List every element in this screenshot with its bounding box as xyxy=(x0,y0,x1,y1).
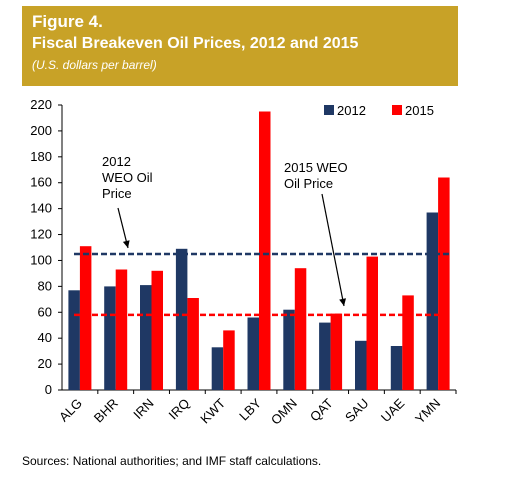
bar-2015-irn xyxy=(151,270,163,390)
figure-header: Figure 4. Fiscal Breakeven Oil Prices, 2… xyxy=(22,6,458,86)
annotation-2012-weo-oil-price: Price xyxy=(102,186,132,201)
bar-2012-ymn xyxy=(426,212,439,390)
bar-2012-alg xyxy=(68,290,80,391)
y-tick-label: 0 xyxy=(45,382,52,397)
x-tick-label: UAE xyxy=(378,395,408,425)
y-tick-label: 220 xyxy=(30,97,52,112)
bar-2015-sau xyxy=(366,256,378,390)
y-tick-label: 20 xyxy=(38,356,52,371)
y-tick-label: 80 xyxy=(38,278,52,293)
chart-title: Fiscal Breakeven Oil Prices, 2012 and 20… xyxy=(32,35,359,52)
y-tick-label: 120 xyxy=(30,227,52,242)
x-tick-label: ALG xyxy=(56,396,85,425)
x-tick-label: IRQ xyxy=(166,396,193,423)
bar-2015-uae xyxy=(402,295,414,390)
bar-2015-ymn xyxy=(438,177,450,390)
y-tick-label: 40 xyxy=(38,330,52,345)
x-tick-label: SAU xyxy=(342,396,372,426)
bar-2015-lby xyxy=(259,111,271,390)
legend-swatch-2012 xyxy=(324,105,334,115)
x-tick-label: IRN xyxy=(130,396,156,422)
annotation-2015-weo-oil-price: Oil Price xyxy=(284,176,333,191)
x-tick-label: KWT xyxy=(197,395,228,426)
y-tick-label: 200 xyxy=(30,123,52,138)
bar-2015-alg xyxy=(79,246,92,390)
bar-2012-omn xyxy=(283,309,295,390)
annotation-arrow-2015-head xyxy=(339,298,346,306)
bar-2012-uae xyxy=(390,346,403,390)
source-note: Sources: National authorities; and IMF s… xyxy=(22,454,322,468)
legend-label-2012: 2012 xyxy=(337,103,366,118)
annotation-2015-weo-oil-price: 2015 WEO xyxy=(284,160,348,175)
annotation-2012-weo-oil-price: 2012 xyxy=(102,154,131,169)
y-tick-label: 180 xyxy=(30,149,52,164)
bar-2012-sau xyxy=(355,340,367,390)
bar-2012-lby xyxy=(247,317,259,390)
y-tick-label: 60 xyxy=(38,304,52,319)
bar-2015-omn xyxy=(294,268,307,390)
annotation-arrow-2012-head xyxy=(122,240,130,248)
x-tick-label: BHR xyxy=(91,396,121,426)
legend-label-2015: 2015 xyxy=(405,103,434,118)
bar-2012-kwt xyxy=(211,347,224,391)
annotation-2012-weo-oil-price: WEO Oil xyxy=(102,170,153,185)
y-tick-label: 100 xyxy=(30,252,52,267)
figure-label: Figure 4. xyxy=(32,12,103,31)
bar-2015-irq xyxy=(187,298,199,390)
bar-2012-irn xyxy=(140,285,152,390)
bar-2015-kwt xyxy=(223,330,235,390)
y-tick-label: 160 xyxy=(30,175,52,190)
bar-2012-qat xyxy=(319,322,331,390)
y-tick-label: 140 xyxy=(30,201,52,216)
legend-swatch-2015 xyxy=(392,105,402,115)
bar-2015-bhr xyxy=(115,269,128,390)
annotation-arrow-2015-shaft xyxy=(321,193,345,307)
x-tick-label: OMN xyxy=(268,396,300,428)
bar-2012-irq xyxy=(175,248,188,390)
x-tick-label: LBY xyxy=(236,395,264,423)
chart-subtitle: (U.S. dollars per barrel) xyxy=(32,58,157,72)
bar-2015-qat xyxy=(330,313,343,390)
x-tick-label: YMN xyxy=(412,396,443,427)
bar-2012-bhr xyxy=(104,286,116,390)
x-tick-label: QAT xyxy=(307,395,336,424)
